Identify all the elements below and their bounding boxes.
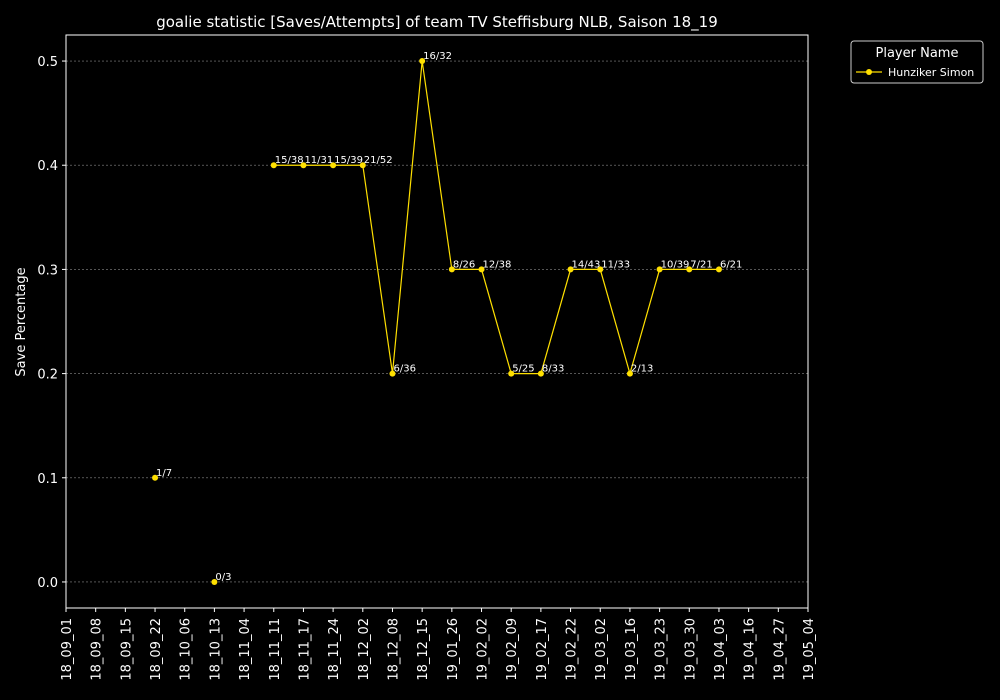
- x-tick-label: 19_02_09: [505, 618, 520, 681]
- y-axis-ticks: 0.0 0.1 0.2 0.3 0.4 0.5: [37, 55, 66, 591]
- data-label: 6/21: [720, 259, 742, 270]
- x-tick-label: 18_11_11: [268, 618, 283, 681]
- y-tick-label: 0.0: [37, 576, 58, 591]
- x-tick-label: 18_09_22: [149, 618, 164, 681]
- data-label: 0/3: [215, 572, 231, 583]
- series-layer: [152, 58, 722, 585]
- legend: Player Name Hunziker Simon: [850, 40, 984, 84]
- gridlines: [66, 60, 808, 583]
- data-labels: 1/7 0/3 15/38 11/31 15/39 21/52 6/36 16/32 8/26 1…: [156, 51, 742, 583]
- plot-frame: [65, 34, 809, 609]
- x-tick-label: 19_04_16: [743, 618, 758, 681]
- data-label: 12/38: [483, 259, 512, 270]
- data-label: 16/32: [423, 51, 452, 62]
- x-tick-label: 18_11_04: [238, 618, 253, 681]
- x-tick-label: 19_02_02: [476, 618, 491, 681]
- data-label: 5/25: [512, 364, 534, 375]
- x-tick-label: 18_12_08: [386, 618, 401, 681]
- data-label: 21/52: [364, 155, 393, 166]
- data-label: 11/31: [304, 155, 333, 166]
- x-tick-label: 19_03_23: [654, 618, 669, 681]
- data-label: 15/38: [275, 155, 304, 166]
- x-tick-label: 18_10_13: [208, 618, 223, 681]
- x-tick-label: 18_11_17: [297, 618, 312, 681]
- data-label: 1/7: [156, 468, 172, 479]
- data-label: 6/36: [393, 364, 415, 375]
- data-point: [270, 162, 277, 169]
- x-axis-ticks: 18_09_01 18_09_08 18_09_15 18_09_22 18_10_06…: [60, 608, 817, 681]
- data-label: 15/39: [334, 155, 363, 166]
- legend-title: Player Name: [876, 46, 959, 61]
- x-tick-label: 19_01_26: [446, 618, 461, 681]
- y-tick-label: 0.1: [37, 472, 58, 487]
- data-label: 7/21: [690, 259, 712, 270]
- data-point: [656, 266, 663, 273]
- x-tick-label: 18_12_15: [416, 618, 431, 681]
- legend-box: [850, 40, 984, 84]
- data-point: [359, 162, 366, 169]
- x-tick-label: 19_03_30: [683, 618, 698, 681]
- data-point: [152, 474, 159, 481]
- data-point: [597, 266, 604, 273]
- data-point: [448, 266, 455, 273]
- x-tick-label: 19_04_27: [772, 618, 787, 681]
- data-label: 10/39: [661, 259, 690, 270]
- x-tick-label: 18_10_06: [179, 618, 194, 681]
- data-label: 11/33: [601, 259, 630, 270]
- x-tick-label: 18_11_24: [327, 618, 342, 681]
- x-tick-label: 19_05_04: [802, 618, 817, 681]
- data-point: [419, 58, 426, 65]
- y-tick-label: 0.3: [37, 263, 58, 278]
- data-label: 14/43: [572, 259, 601, 270]
- data-point: [626, 370, 633, 377]
- data-label: 8/33: [542, 364, 564, 375]
- y-tick-label: 0.5: [37, 55, 58, 70]
- legend-entry-label: Hunziker Simon: [888, 66, 974, 79]
- x-tick-label: 18_09_08: [90, 618, 105, 681]
- chart-title: goalie statistic [Saves/Attempts] of tea…: [156, 13, 718, 32]
- data-point: [686, 266, 693, 273]
- x-tick-label: 19_03_16: [624, 618, 639, 681]
- x-tick-label: 19_02_22: [565, 618, 580, 681]
- data-label: 8/26: [453, 259, 475, 270]
- x-tick-label: 19_04_03: [713, 618, 728, 681]
- x-tick-label: 18_12_02: [357, 618, 372, 681]
- y-tick-label: 0.2: [37, 368, 58, 383]
- series-line: [273, 60, 719, 376]
- legend-swatch-marker: [866, 69, 872, 75]
- data-point: [389, 370, 396, 377]
- x-tick-label: 18_09_01: [60, 618, 75, 681]
- data-point: [300, 162, 307, 169]
- data-point: [715, 266, 722, 273]
- y-axis-label: Save Percentage: [14, 267, 29, 376]
- data-point: [211, 578, 218, 585]
- y-tick-label: 0.4: [37, 159, 58, 174]
- data-point: [567, 266, 574, 273]
- x-tick-label: 19_02_17: [535, 618, 550, 681]
- x-tick-label: 19_03_02: [594, 618, 609, 681]
- x-tick-label: 18_09_15: [119, 618, 134, 681]
- data-point: [330, 162, 337, 169]
- data-point: [478, 266, 485, 273]
- data-point: [508, 370, 515, 377]
- data-point: [537, 370, 544, 377]
- data-label: 2/13: [631, 364, 653, 375]
